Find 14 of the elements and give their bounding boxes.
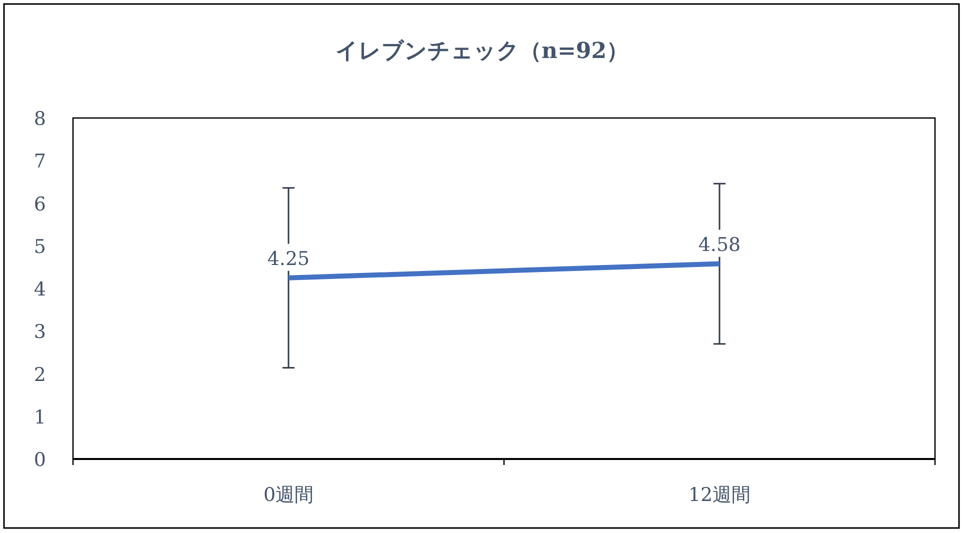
x-tick-label: 12週間 bbox=[688, 484, 751, 506]
y-tick-label: 1 bbox=[34, 406, 46, 428]
y-tick-label: 0 bbox=[34, 449, 46, 471]
y-tick-label: 4 bbox=[34, 278, 46, 300]
y-tick-label: 8 bbox=[34, 108, 46, 130]
y-tick-label: 5 bbox=[34, 236, 46, 258]
y-tick-label: 7 bbox=[34, 150, 46, 173]
x-tick-label: 0週間 bbox=[263, 484, 314, 506]
y-tick-label: 6 bbox=[34, 193, 46, 216]
y-tick-label: 3 bbox=[34, 321, 46, 344]
data-label: 4.25 bbox=[267, 248, 310, 270]
data-label: 4.58 bbox=[698, 234, 741, 256]
chart-title: イレブンチェック（n=92） bbox=[335, 38, 629, 64]
y-tick-label: 2 bbox=[34, 364, 46, 386]
